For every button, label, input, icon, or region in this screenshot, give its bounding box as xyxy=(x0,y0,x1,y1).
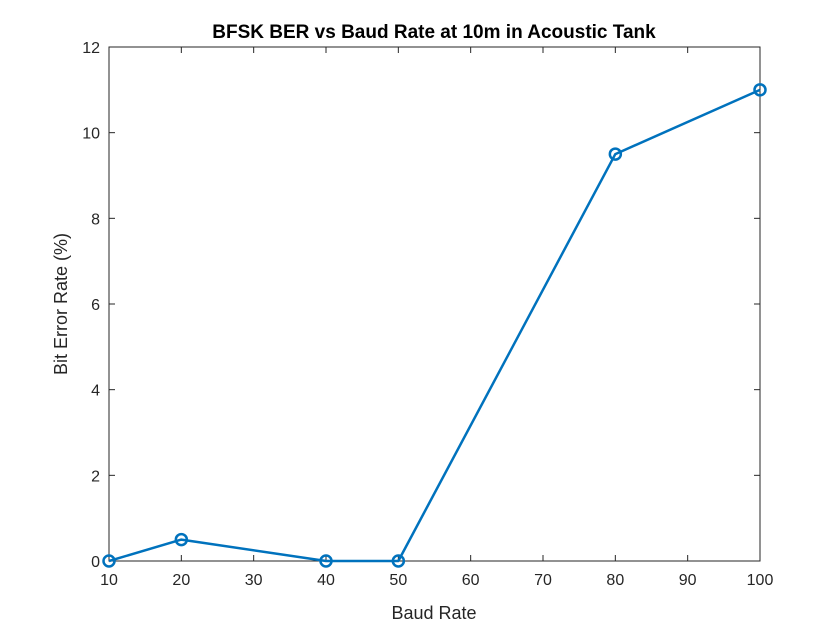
data-point-marker xyxy=(174,532,189,547)
x-tick-label: 40 xyxy=(317,572,335,589)
y-tick-label: 0 xyxy=(91,554,100,571)
y-tick-label: 8 xyxy=(91,211,100,228)
x-tick-label: 20 xyxy=(172,572,190,589)
series-line xyxy=(108,88,761,563)
x-tick-label: 30 xyxy=(245,572,263,589)
chart-title: BFSK BER vs Baud Rate at 10m in Acoustic… xyxy=(212,22,656,43)
y-tick-label: 4 xyxy=(91,383,100,400)
plot-area: 10 20 30 40 50 60 70 80 90 100 0 2 4 6 8 10 12 xyxy=(82,40,773,589)
x-tick-label: 90 xyxy=(679,572,697,589)
x-tick-label: 50 xyxy=(389,572,407,589)
data-point-marker xyxy=(391,554,406,568)
x-tick-label: 10 xyxy=(100,572,118,589)
y-tick-label: 12 xyxy=(82,40,100,57)
x-tick-label: 100 xyxy=(747,572,774,589)
data-point-marker xyxy=(102,554,116,568)
y-tick-label: 10 xyxy=(82,126,100,143)
data-point-marker xyxy=(608,147,623,161)
x-axis-label: Baud Rate xyxy=(391,603,476,623)
data-point-marker xyxy=(753,83,767,97)
x-tick-label: 70 xyxy=(534,572,552,589)
y-tick-label: 2 xyxy=(91,468,100,485)
x-tick-label: 60 xyxy=(462,572,480,589)
y-tick-label: 6 xyxy=(91,297,100,314)
y-axis-label: Bit Error Rate (%) xyxy=(51,233,71,375)
data-point-marker xyxy=(319,554,333,568)
x-tick-label: 80 xyxy=(606,572,624,589)
